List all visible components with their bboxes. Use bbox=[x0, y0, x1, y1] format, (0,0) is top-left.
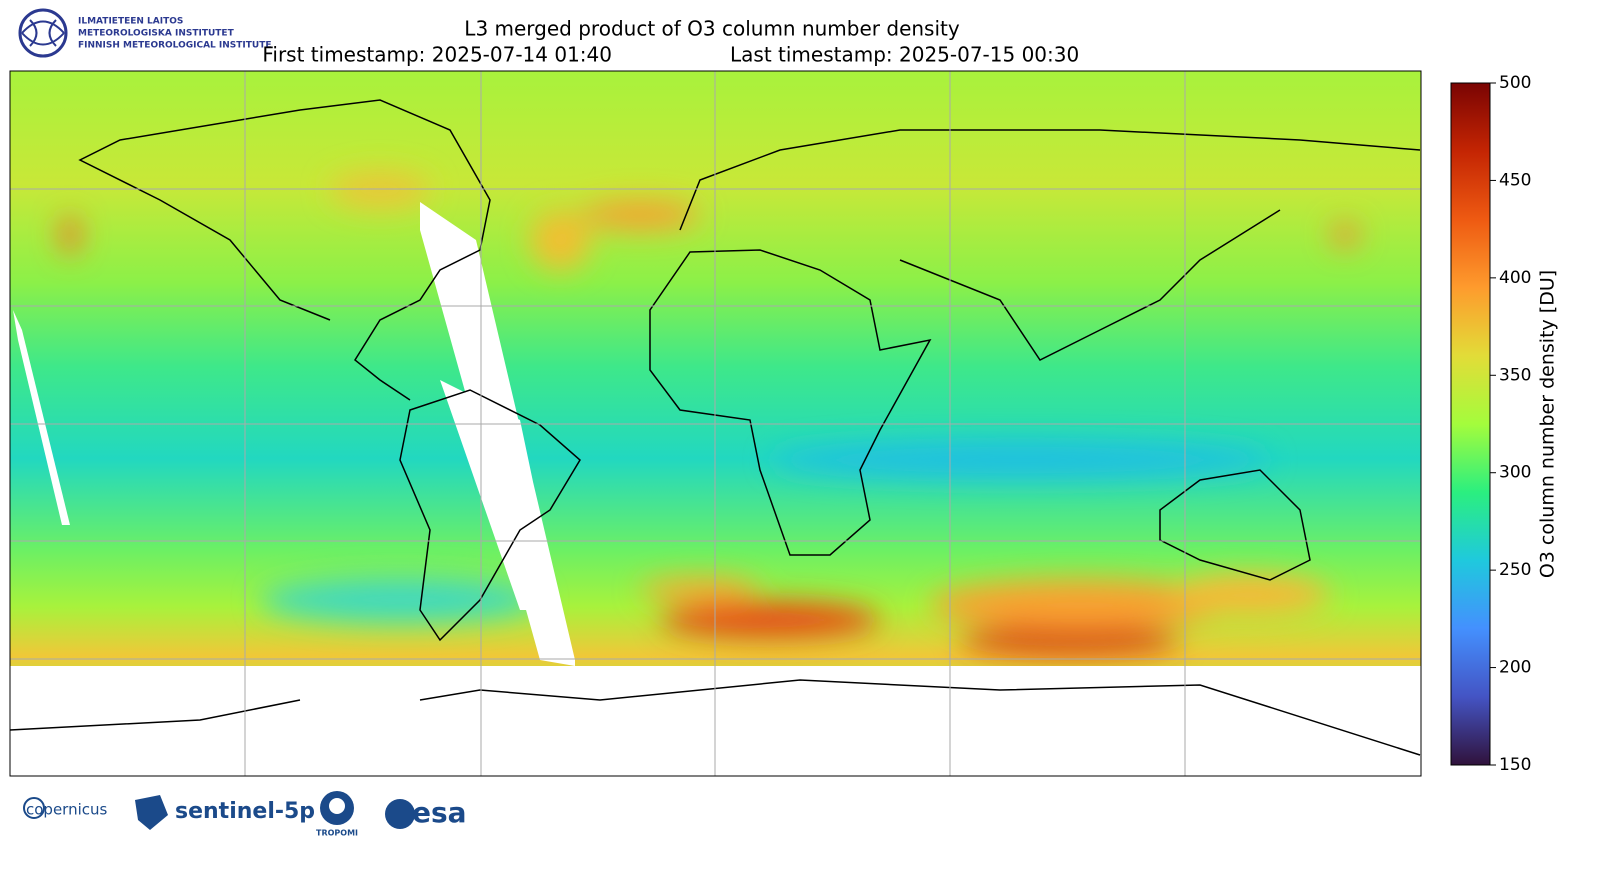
colorbar-tick-label: 350 bbox=[1499, 365, 1531, 385]
map-frame bbox=[9, 70, 1422, 777]
map bbox=[10, 71, 1421, 776]
colorbar-tick-label: 200 bbox=[1499, 658, 1531, 678]
sentinel-mark bbox=[135, 795, 168, 830]
logo-text: TROPOMI bbox=[316, 829, 358, 838]
logo-text: sentinel-5p bbox=[175, 799, 315, 824]
esa-mark bbox=[385, 799, 415, 829]
colorbar bbox=[1450, 82, 1491, 766]
institute-name: METEOROLOGISKA INSTITUTET bbox=[78, 29, 235, 39]
last-timestamp: Last timestamp: 2025-07-15 00:30 bbox=[730, 43, 1079, 67]
colorbar-tick-label: 150 bbox=[1499, 755, 1531, 775]
colorbar-tick-label: 500 bbox=[1499, 73, 1531, 93]
institute-name: ILMATIETEEN LAITOS bbox=[78, 17, 183, 27]
colorbar-tick-label: 300 bbox=[1499, 463, 1531, 483]
colorbar-tick-label: 450 bbox=[1499, 170, 1531, 190]
logo-text: esa bbox=[412, 796, 467, 829]
colorbar-label: O3 column number density [DU] bbox=[1537, 270, 1559, 578]
colorbar-tick-label: 400 bbox=[1499, 268, 1531, 288]
colorbar-ticks: 150 200 250 300 350 400 450 500 bbox=[1490, 73, 1531, 775]
graticule bbox=[10, 71, 1421, 776]
fmi-logo bbox=[18, 8, 68, 58]
copernicus-mark bbox=[23, 797, 45, 819]
logo-text: copernicus bbox=[26, 801, 108, 819]
first-timestamp: First timestamp: 2025-07-14 01:40 bbox=[262, 43, 612, 67]
colorbar-tick-label: 250 bbox=[1499, 560, 1531, 580]
institute-name: FINNISH METEOROLOGICAL INSTITUTE bbox=[78, 41, 272, 51]
map-title: L3 merged product of O3 column number de… bbox=[464, 17, 960, 41]
